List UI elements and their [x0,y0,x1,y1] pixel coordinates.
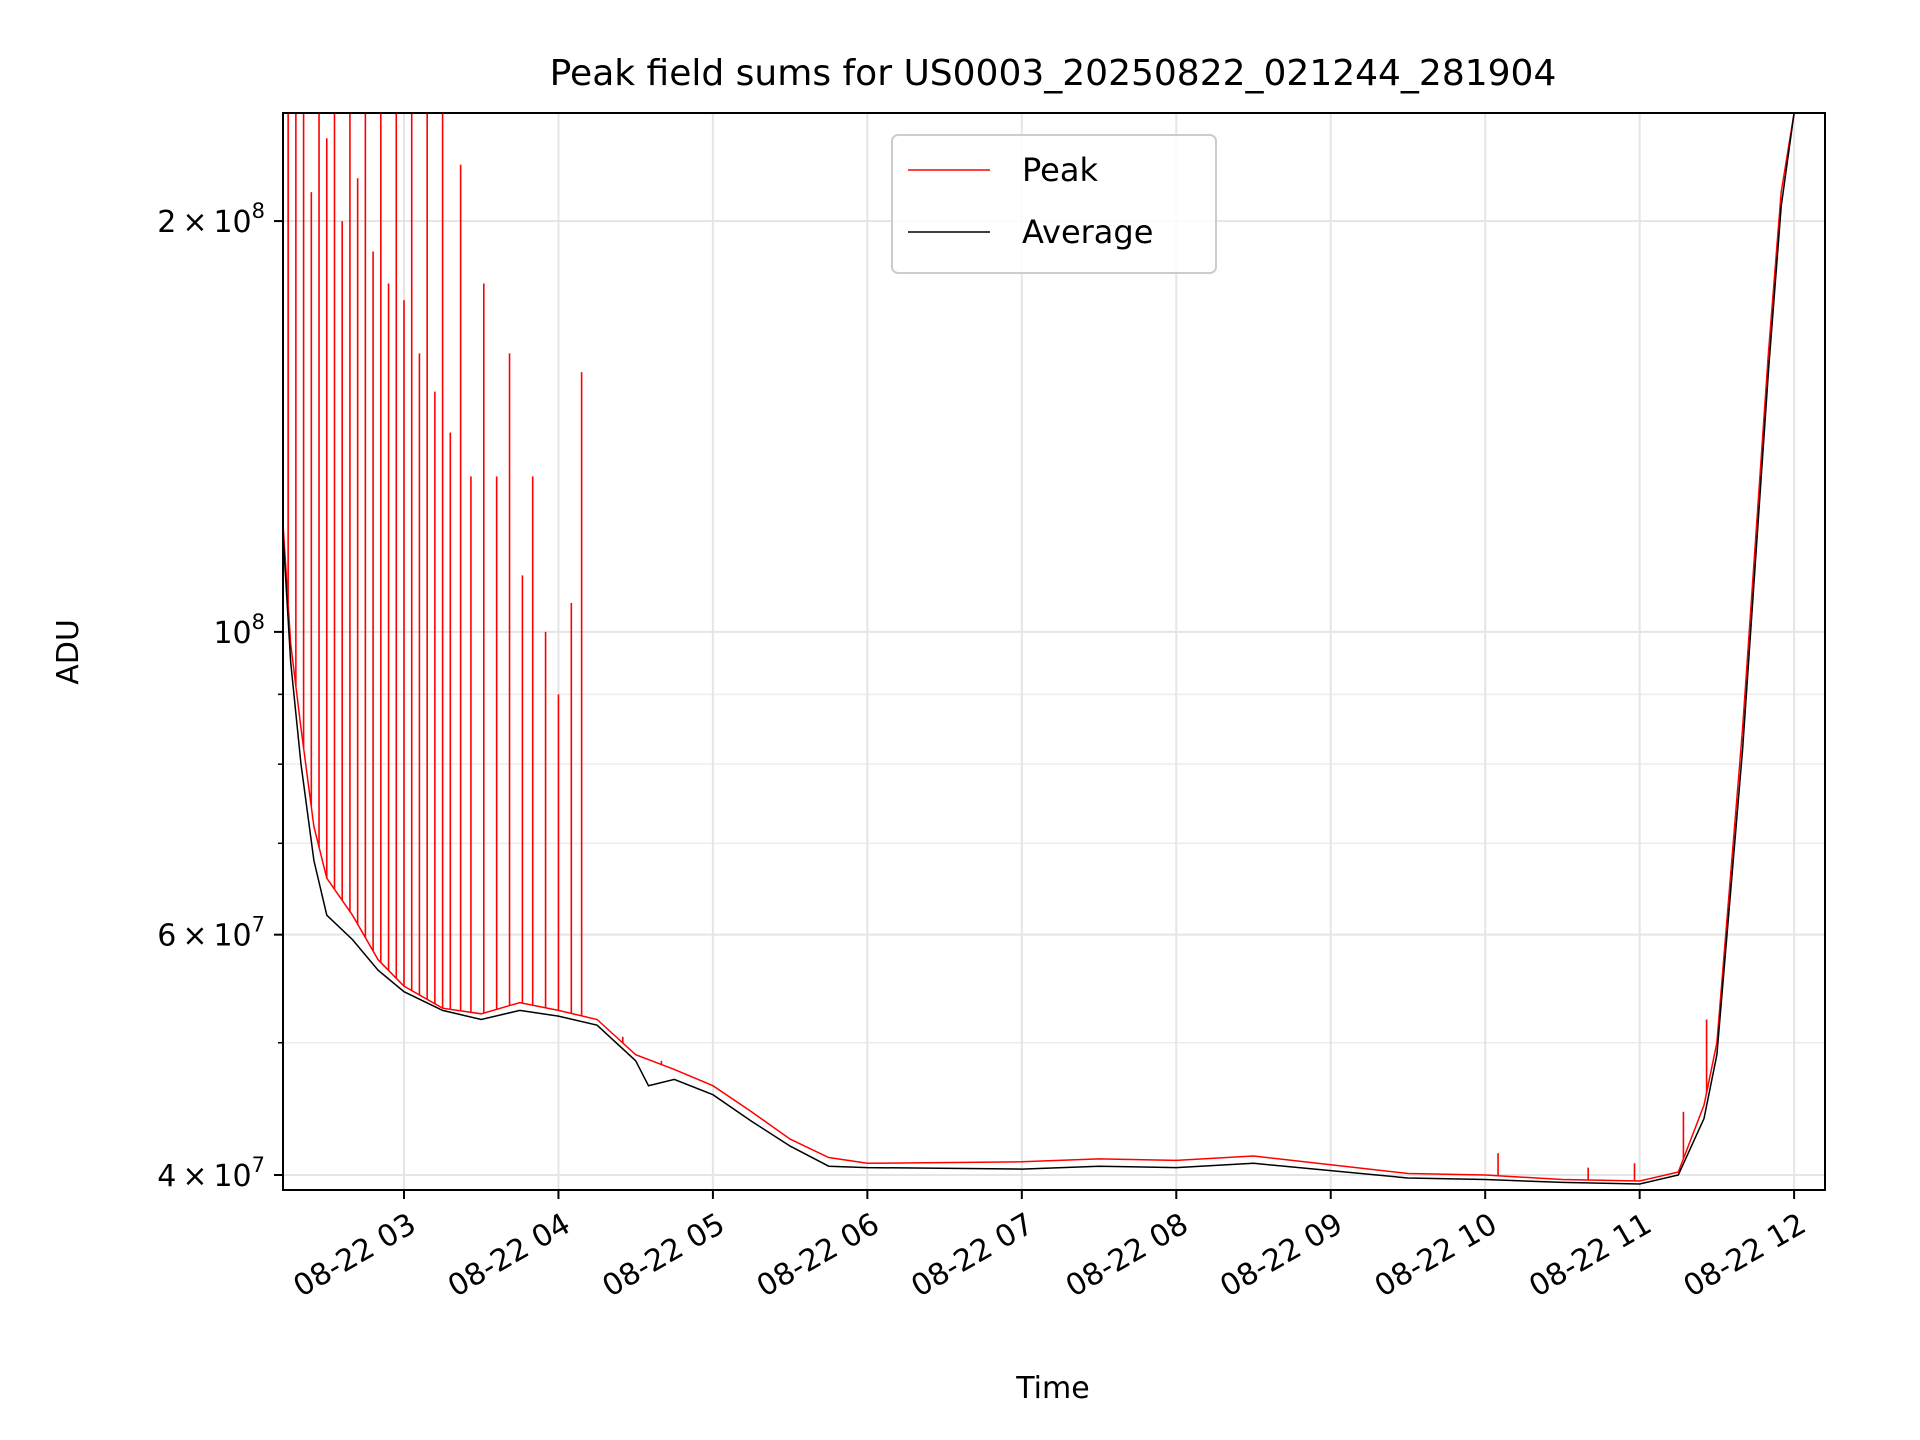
legend-label-peak: Peak [1022,151,1098,189]
y-tick-label: 2 × 108 [157,199,265,240]
series-line-average [283,113,1795,1185]
y-tick-label: 4 × 107 [157,1153,265,1194]
y-axis-label: ADU [51,619,86,685]
legend: Peak Average [891,134,1217,274]
grid [283,113,1825,1190]
y-axis: 4 × 107 6 × 107 108 2 × 108 [157,199,283,1194]
y-tick-label: 108 [213,610,265,651]
series-line-peak [283,113,1795,1182]
y-tick-label: 6 × 107 [157,913,265,954]
chart-title: Peak field sums for US0003_20250822_0212… [550,53,1557,94]
series-layer [283,113,1795,1185]
legend-label-average: Average [1022,213,1153,251]
x-axis-label: Time [1015,1371,1089,1406]
plot-frame [282,112,1826,1191]
